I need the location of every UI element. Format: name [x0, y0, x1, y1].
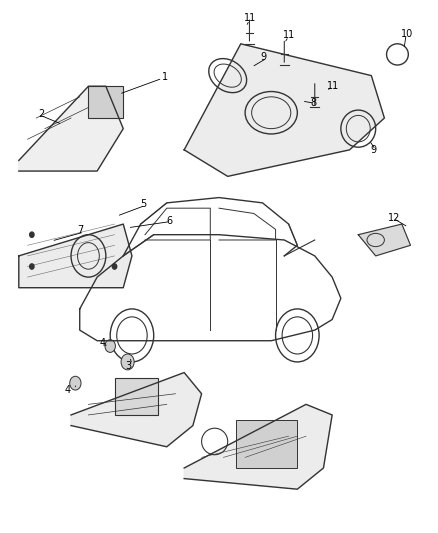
Text: 1: 1 — [162, 72, 169, 82]
Text: 11: 11 — [244, 13, 257, 23]
Text: 3: 3 — [125, 361, 131, 371]
Circle shape — [30, 264, 34, 269]
Text: 10: 10 — [401, 29, 413, 39]
Text: 11: 11 — [283, 30, 296, 41]
Polygon shape — [71, 373, 201, 447]
Circle shape — [70, 376, 81, 390]
Text: 12: 12 — [388, 213, 400, 223]
Polygon shape — [358, 224, 410, 256]
Text: 8: 8 — [311, 98, 317, 108]
Circle shape — [30, 232, 34, 237]
Polygon shape — [19, 86, 123, 171]
Text: 9: 9 — [260, 52, 266, 61]
Circle shape — [113, 264, 117, 269]
Text: 9: 9 — [371, 145, 377, 155]
Text: 4: 4 — [64, 385, 71, 395]
Text: 2: 2 — [39, 109, 45, 119]
Circle shape — [105, 340, 116, 352]
FancyBboxPatch shape — [115, 378, 158, 415]
FancyBboxPatch shape — [237, 420, 297, 468]
Text: 7: 7 — [78, 225, 84, 236]
Text: 4: 4 — [99, 338, 106, 349]
Polygon shape — [19, 224, 132, 288]
Polygon shape — [184, 405, 332, 489]
Polygon shape — [184, 44, 385, 176]
FancyBboxPatch shape — [88, 86, 123, 118]
Text: 11: 11 — [327, 80, 339, 91]
Circle shape — [121, 354, 134, 370]
Text: 6: 6 — [167, 216, 173, 227]
Text: 5: 5 — [140, 199, 146, 209]
